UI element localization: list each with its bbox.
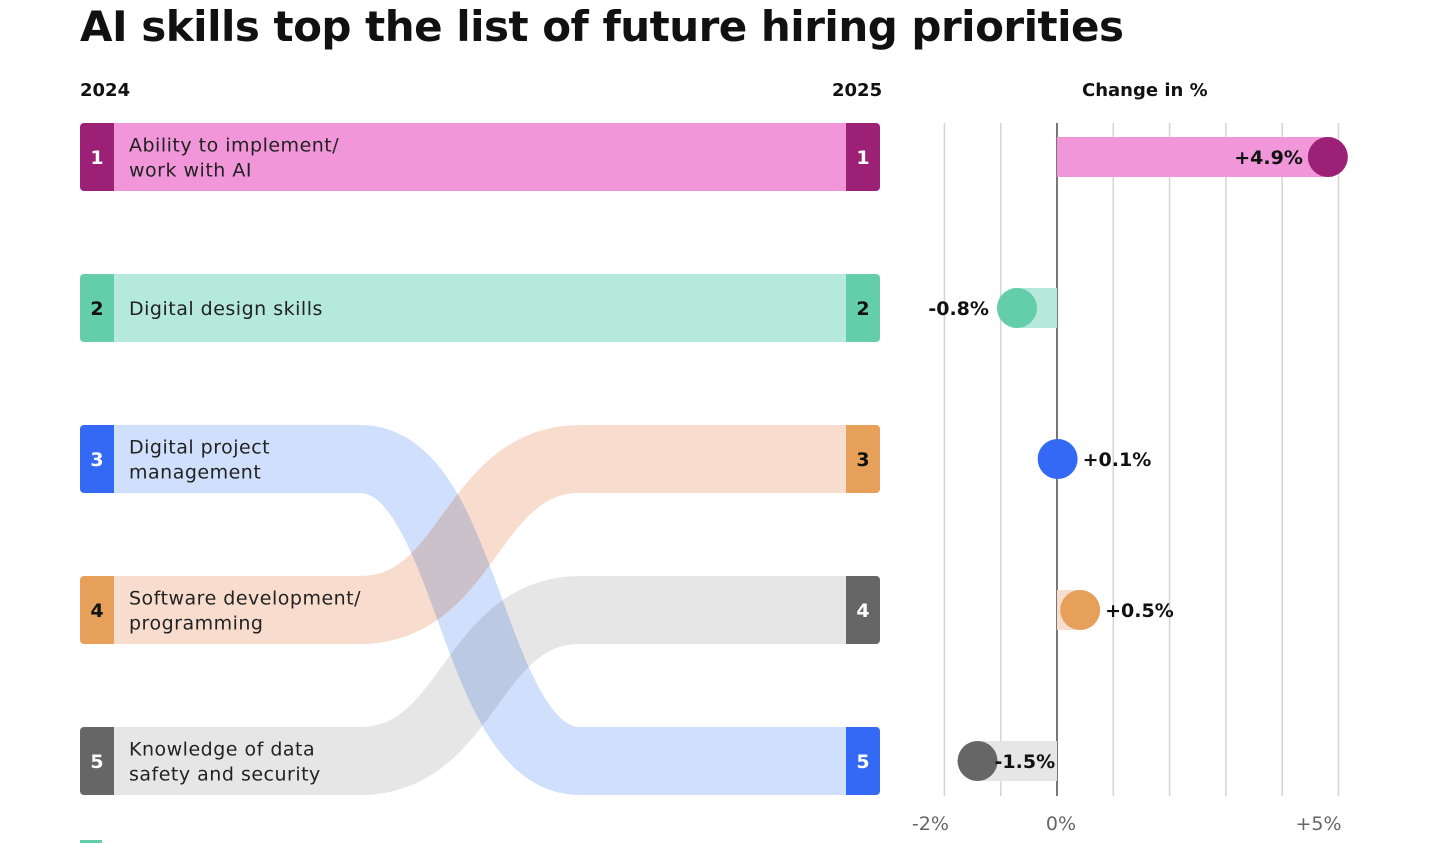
skill-label: Software development/ xyxy=(129,588,361,610)
rank-2025-box xyxy=(846,576,880,644)
rank-2025-number: 2 xyxy=(856,298,869,320)
rank-2024-number: 1 xyxy=(90,147,103,169)
change-value-label: +0.1% xyxy=(1083,449,1152,471)
change-dot xyxy=(1037,439,1078,479)
rank-2024-number: 3 xyxy=(90,449,103,471)
rank-2025-box xyxy=(846,123,880,191)
skill-label: Knowledge of data xyxy=(129,739,315,761)
rank-2024-number: 5 xyxy=(90,751,103,773)
skill-label: programming xyxy=(129,613,264,635)
chart-title: AI skills top the list of future hiring … xyxy=(80,2,1124,51)
rank-2024-box xyxy=(80,274,114,342)
rank-2024-box xyxy=(80,123,114,191)
change-value-label: -0.8% xyxy=(928,298,989,320)
rank-2025-number: 4 xyxy=(856,600,869,622)
rank-2025-number: 5 xyxy=(856,751,869,773)
change-value-label: +0.5% xyxy=(1105,600,1174,622)
rank-flow-band xyxy=(114,576,846,795)
change-value-label: +4.9% xyxy=(1234,147,1303,169)
change-header: Change in % xyxy=(1082,80,1208,101)
skill-label: safety and security xyxy=(129,764,321,786)
left-year-label: 2024 xyxy=(80,80,131,101)
rank-2024-box xyxy=(80,576,114,644)
rank-2024-box xyxy=(80,727,114,795)
rank-2025-box xyxy=(846,274,880,342)
skill-label: management xyxy=(129,462,261,484)
x-tick-label: -2% xyxy=(912,813,949,835)
x-tick-label: 0% xyxy=(1046,813,1076,835)
rank-2025-box xyxy=(846,727,880,795)
rank-flow-band xyxy=(114,425,846,795)
change-dot xyxy=(996,288,1037,328)
x-tick-label: +5% xyxy=(1295,813,1341,835)
footer-accent xyxy=(80,840,102,843)
skill-label: work with AI xyxy=(129,160,252,182)
rank-2025-number: 1 xyxy=(856,147,869,169)
rank-2024-number: 2 xyxy=(90,298,103,320)
rank-2025-box xyxy=(846,425,880,493)
change-dot xyxy=(1307,137,1348,177)
change-dot xyxy=(1060,590,1101,630)
skill-label: Digital design skills xyxy=(129,298,323,320)
skill-label: Ability to implement/ xyxy=(129,135,339,157)
rank-2025-number: 3 xyxy=(856,449,869,471)
right-year-label: 2025 xyxy=(832,80,883,101)
change-bar xyxy=(1057,137,1333,177)
rank-flow-band xyxy=(114,425,846,644)
rank-2024-box xyxy=(80,425,114,493)
change-dot xyxy=(957,741,998,781)
change-value-label: -1.5% xyxy=(995,751,1056,773)
skill-label: Digital project xyxy=(129,437,270,459)
rank-2024-number: 4 xyxy=(90,600,103,622)
